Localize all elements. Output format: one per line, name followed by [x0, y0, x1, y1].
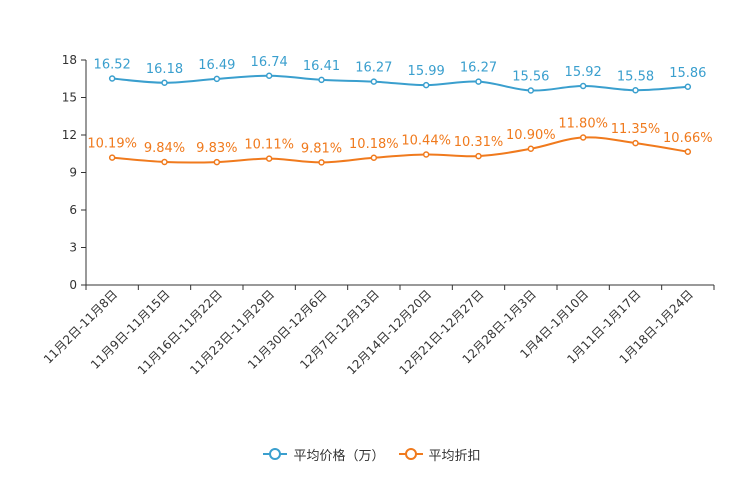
data-label: 16.18: [146, 62, 183, 77]
data-label: 15.86: [669, 66, 706, 81]
data-label: 10.31%: [454, 135, 504, 150]
y-tick-label: 0: [69, 278, 77, 292]
data-point: [579, 82, 587, 90]
data-point: [370, 154, 378, 161]
data-label: 15.58: [617, 69, 654, 84]
data-label: 15.56: [512, 70, 549, 85]
y-tick-label: 18: [62, 53, 77, 67]
data-label: 11.35%: [611, 122, 661, 137]
data-label: 16.27: [460, 61, 497, 76]
data-point: [579, 134, 587, 141]
data-label: 10.11%: [244, 138, 294, 153]
data-label: 15.92: [565, 65, 602, 80]
legend-item-price[interactable]: 平均价格（万）: [263, 445, 385, 464]
data-label: 16.41: [303, 59, 340, 74]
data-label: 9.83%: [196, 141, 237, 156]
series-line-1: [112, 136, 688, 164]
y-axis: 0 3 6 9 12 15 18: [62, 53, 87, 292]
data-label: 10.90%: [506, 128, 556, 143]
y-tick-label: 12: [62, 128, 77, 142]
y-tick-label: 3: [69, 241, 77, 255]
series-line-0: [112, 74, 688, 92]
data-point: [213, 75, 221, 83]
data-point: [213, 158, 221, 166]
data-point: [684, 83, 692, 90]
data-label: 10.66%: [663, 131, 713, 146]
data-point: [370, 78, 378, 85]
legend-marker-price-icon: [263, 448, 288, 460]
data-point: [422, 81, 430, 89]
data-point: [108, 154, 116, 161]
y-tick-label: 6: [69, 203, 77, 217]
y-tick-label: 15: [62, 91, 77, 105]
series-layer: 16.52 16.18 16.49 16.74 16.41 16.27 15.99 16.27…: [87, 55, 713, 166]
legend-label-discount: 平均折扣: [428, 448, 481, 464]
data-point: [108, 75, 116, 82]
data-label: 16.52: [94, 58, 131, 73]
data-label: 10.19%: [87, 137, 137, 152]
data-label: 11.80%: [558, 117, 608, 132]
legend-label-price: 平均价格（万）: [293, 448, 385, 464]
data-point: [265, 155, 273, 162]
legend-marker-discount-icon: [398, 448, 423, 460]
data-label: 10.18%: [349, 137, 399, 152]
data-point: [475, 78, 482, 85]
data-point: [422, 151, 430, 158]
x-axis: 11月2日-11月8日11月9日-11月15日11月16日-11月22日11月2…: [41, 284, 715, 377]
data-point: [475, 152, 482, 160]
data-label: 9.81%: [301, 141, 342, 156]
data-label: 9.84%: [144, 141, 185, 156]
data-label: 16.27: [355, 61, 392, 76]
data-point: [161, 79, 168, 86]
data-point: [318, 159, 325, 166]
legend-item-discount[interactable]: 平均折扣: [398, 445, 481, 464]
data-label: 16.49: [198, 58, 235, 73]
data-point: [527, 145, 535, 152]
data-point: [161, 158, 168, 166]
data-label: 10.44%: [401, 134, 451, 149]
data-point: [632, 87, 639, 94]
y-tick-label: 9: [69, 166, 77, 180]
data-label: 16.74: [251, 55, 288, 70]
legend: 平均价格（万） 平均折扣: [0, 444, 744, 464]
data-label: 15.99: [408, 64, 445, 79]
data-point: [527, 87, 535, 94]
data-point: [632, 139, 639, 147]
data-point: [318, 76, 325, 84]
data-point: [265, 72, 273, 79]
data-point: [684, 148, 692, 155]
